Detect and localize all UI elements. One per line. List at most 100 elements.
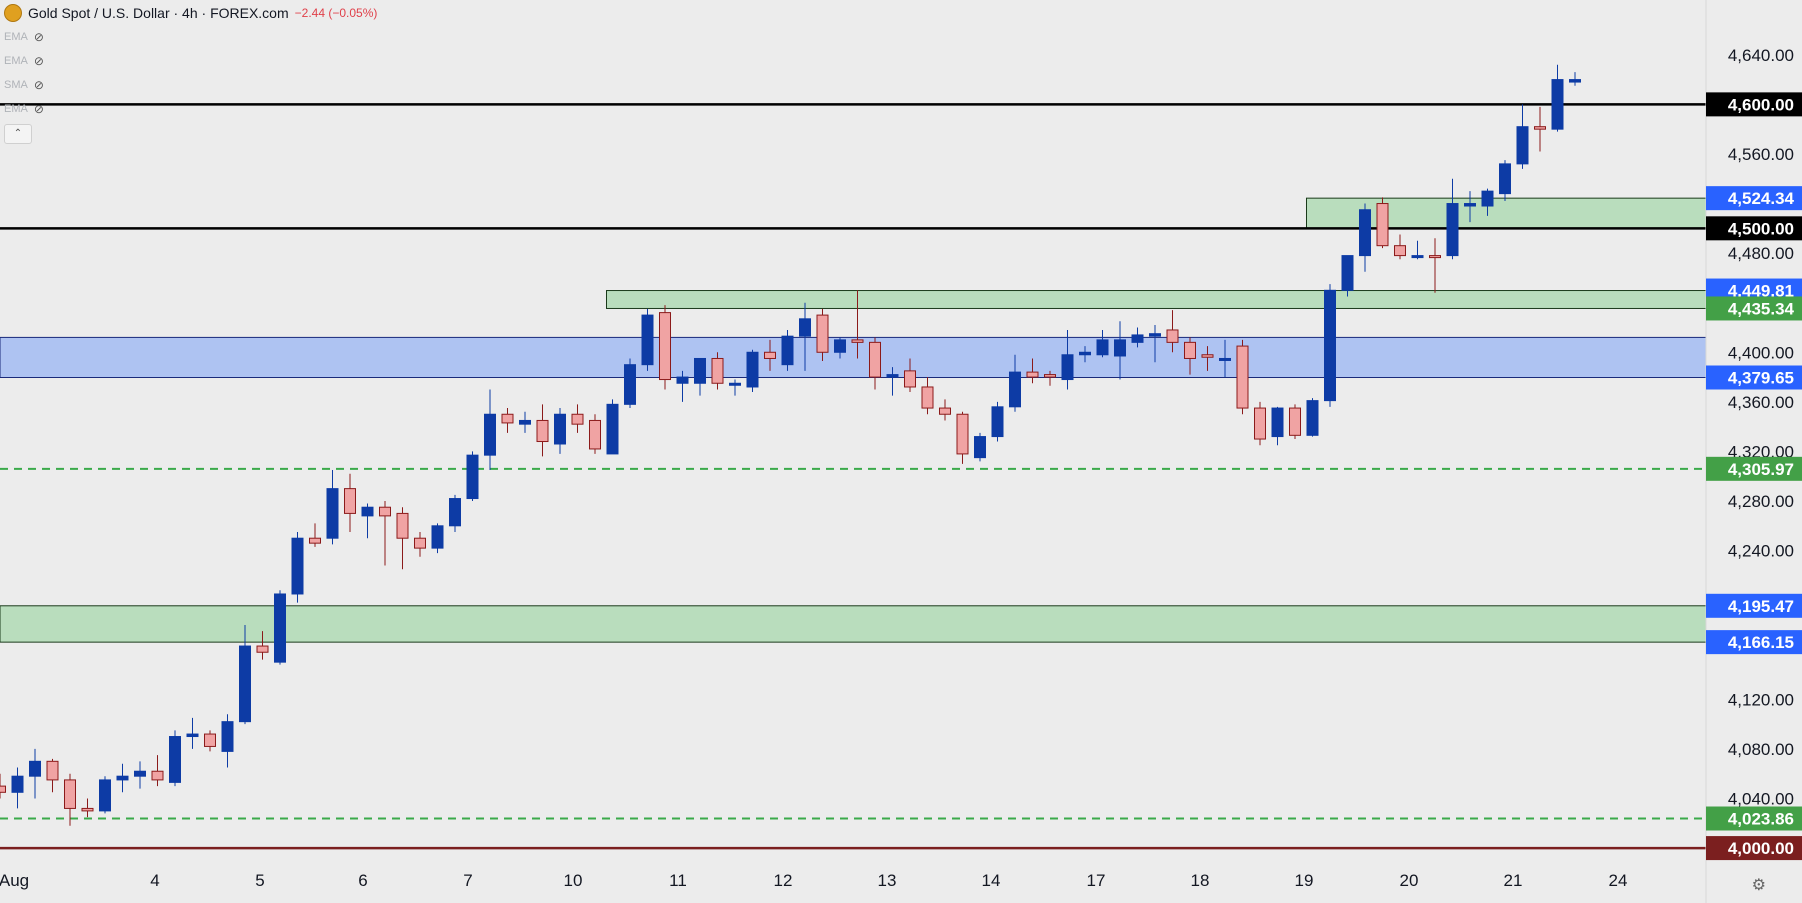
indicator-sma[interactable]: SMA ⊘ (4, 78, 44, 92)
candle-body (256, 645, 269, 653)
collapse-indicators-button[interactable]: ⌃ (4, 124, 32, 144)
price-tag-label: 4,023.86 (1728, 810, 1794, 829)
price-tag-label: 4,166.15 (1728, 633, 1794, 652)
candle-body (1534, 126, 1546, 130)
candle-body (764, 351, 776, 359)
indicator-ema-2[interactable]: EMA ⊘ (4, 54, 44, 68)
candle-body (1411, 255, 1424, 259)
candle-body (239, 645, 251, 723)
y-tick-label: 4,360.00 (1728, 393, 1794, 412)
eye-hidden-icon[interactable]: ⊘ (33, 102, 44, 116)
candle-body (64, 779, 76, 809)
candle-body (834, 339, 846, 353)
candle-body (956, 413, 969, 455)
gold-logo-icon (4, 4, 22, 22)
eye-hidden-icon[interactable]: ⊘ (33, 78, 44, 92)
candle-body (1061, 354, 1074, 381)
candle-body (204, 733, 216, 747)
candle-body (1079, 351, 1091, 356)
candle-body (1516, 126, 1529, 165)
x-tick-label: 13 (878, 871, 897, 890)
y-tick-label: 4,560.00 (1728, 145, 1794, 164)
candle-body (1569, 79, 1581, 83)
candle-body (1096, 339, 1109, 356)
symbol-header[interactable]: Gold Spot / U.S. Dollar · 4h · FOREX.com… (4, 4, 377, 22)
candle-body (326, 488, 339, 539)
price-tag-label: 4,600.00 (1728, 95, 1794, 114)
price-tag-label: 4,500.00 (1728, 219, 1794, 238)
candle-body (151, 770, 164, 781)
candle-body (1131, 334, 1144, 343)
candle-body (484, 413, 496, 456)
candle-body (379, 506, 391, 517)
candle-body (0, 785, 6, 793)
price-tag-label: 4,524.34 (1728, 189, 1795, 208)
candle-body (1376, 203, 1389, 247)
price-tag (1706, 836, 1802, 861)
price-change: −2.44 (−0.05%) (294, 6, 378, 20)
settings-gear-icon[interactable]: ⚙ (1751, 877, 1766, 894)
candle-body (466, 454, 479, 500)
price-tag-label: 4,379.65 (1728, 368, 1794, 387)
candle-body (1446, 203, 1459, 257)
y-tick-label: 4,280.00 (1728, 492, 1794, 511)
candle-body (1429, 255, 1441, 259)
y-tick-label: 4,400.00 (1728, 343, 1794, 362)
price-tag (1706, 186, 1802, 211)
candle-body (1219, 357, 1231, 361)
price-tag-label: 4,449.81 (1728, 282, 1794, 301)
candle-body (1464, 203, 1476, 207)
y-tick-label: 4,320.00 (1728, 442, 1794, 461)
candle-body (676, 376, 689, 384)
candle-body (449, 498, 461, 527)
candle-body (186, 733, 199, 738)
candle-body (99, 779, 111, 812)
candle-body (1254, 407, 1266, 440)
indicator-ema-1[interactable]: EMA ⊘ (4, 30, 44, 44)
x-tick-label: 7 (463, 871, 472, 890)
candle-body (746, 351, 759, 388)
candle-body (1026, 371, 1039, 378)
x-tick-label: 10 (564, 871, 583, 890)
zone-0 (0, 336, 1707, 378)
candle-body (1551, 79, 1564, 130)
eye-hidden-icon[interactable]: ⊘ (33, 54, 44, 68)
candle-body (396, 512, 409, 539)
candle-body (519, 419, 531, 425)
candle-body (1359, 209, 1371, 257)
zone-2 (1306, 197, 1707, 229)
candle-body (1271, 407, 1284, 438)
candle-body (134, 770, 146, 777)
candle-body (921, 386, 934, 409)
price-tag (1706, 456, 1802, 481)
candle-body (1184, 341, 1196, 359)
candle-body (799, 318, 811, 337)
candle-body (1499, 163, 1511, 195)
candle-body (869, 341, 881, 378)
candle-body (904, 370, 916, 388)
candle-body (1289, 407, 1301, 436)
price-tag-label: 4,435.34 (1728, 299, 1795, 318)
candle-body (939, 407, 951, 415)
candle-body (81, 807, 94, 812)
indicator-ema-3[interactable]: EMA ⊘ (4, 102, 44, 116)
x-tick-label: 19 (1295, 871, 1314, 890)
candle-body (1306, 400, 1319, 436)
x-tick-label: 11 (669, 871, 687, 890)
candle-body (361, 506, 374, 517)
y-tick-label: 4,240.00 (1728, 542, 1794, 561)
candle-body (1236, 345, 1249, 409)
price-tag (1706, 92, 1802, 117)
candle-body (116, 775, 129, 781)
price-tag (1706, 365, 1802, 390)
price-tag-label: 4,305.97 (1728, 460, 1794, 479)
candle-body (1341, 255, 1354, 291)
candle-body (991, 406, 1004, 438)
candle-body (291, 537, 304, 595)
price-tag (1706, 806, 1802, 831)
eye-hidden-icon[interactable]: ⊘ (33, 30, 44, 44)
candle-body (729, 382, 741, 386)
candle-body (641, 314, 654, 366)
x-tick-label: 17 (1087, 871, 1106, 890)
